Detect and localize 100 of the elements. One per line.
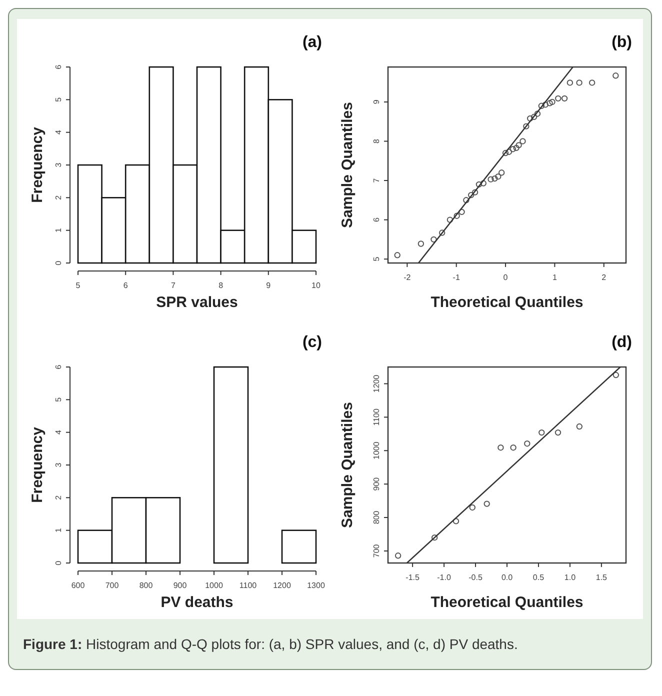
- x-tick-label: 8: [218, 281, 224, 290]
- chart-title: (b): [612, 34, 632, 51]
- y-tick-label: 6: [372, 217, 381, 222]
- point: [576, 80, 582, 86]
- text: Histogram and Q-Q plots for: (a, b) SPR values, and (c, d) PV deaths.: [86, 636, 518, 652]
- x-tick-label: 600: [71, 581, 86, 590]
- point: [495, 173, 502, 180]
- x-axis-title: Theoretical Quantiles: [430, 594, 584, 611]
- y-tick-label: 2: [54, 494, 63, 500]
- x-tick-label: -1.0: [437, 573, 452, 582]
- point: [446, 216, 454, 223]
- point: [469, 504, 476, 511]
- point: [394, 252, 400, 258]
- point: [468, 192, 474, 198]
- x-tick-label: 1200: [273, 581, 292, 590]
- y-tick-label: 8: [372, 138, 381, 144]
- x-tick-label: 9: [266, 281, 272, 290]
- point: [463, 197, 470, 204]
- y-tick-label: 5: [372, 256, 381, 262]
- point: [534, 110, 541, 117]
- point: [530, 114, 538, 120]
- x-tick-label: 700: [105, 581, 120, 590]
- point: [476, 181, 482, 188]
- point: [523, 123, 530, 130]
- y-tick-label: 7: [372, 178, 381, 183]
- x-tick-label: -1: [452, 273, 460, 282]
- point: [546, 100, 553, 106]
- y-tick-label: 800: [372, 510, 381, 524]
- point: [480, 180, 486, 186]
- y-tick-label: 5: [54, 96, 63, 102]
- x-tick-label: -1.5: [406, 573, 420, 582]
- y-tick-label: 3: [54, 162, 63, 168]
- x-tick-label: 6: [123, 281, 128, 290]
- point: [430, 236, 437, 243]
- x-tick-label: 0: [503, 273, 508, 282]
- y-axis-title: Frequency: [29, 426, 46, 503]
- chart-title: (d): [612, 334, 632, 351]
- y-tick-label: 9: [372, 99, 381, 104]
- y-axis-title: Frequency: [29, 126, 46, 203]
- x-tick-label: 5: [76, 281, 81, 290]
- x-tick-label: 7: [170, 281, 176, 290]
- x-tick-label: 1300: [307, 581, 326, 590]
- y-tick-label: 1: [54, 528, 63, 533]
- y-tick-label: 3: [54, 462, 63, 468]
- point: [520, 138, 526, 144]
- point: [538, 102, 545, 109]
- point: [554, 429, 562, 436]
- point: [394, 552, 402, 559]
- point: [506, 148, 512, 155]
- y-axis-title: Sample Quantiles: [339, 102, 356, 228]
- y-axis-title: Sample Quantiles: [339, 402, 356, 528]
- y-tick-label: 700: [372, 544, 381, 558]
- point: [588, 80, 596, 86]
- point: [438, 230, 446, 236]
- x-tick-label: 900: [173, 581, 188, 590]
- point: [510, 146, 516, 152]
- point: [488, 176, 494, 182]
- y-tick-label: 1200: [372, 374, 381, 393]
- point: [454, 212, 460, 219]
- point: [612, 72, 619, 79]
- point: [549, 98, 556, 106]
- y-tick-label: 4: [54, 430, 63, 435]
- x-tick-label: 2: [602, 273, 607, 282]
- point: [472, 189, 478, 196]
- point: [566, 80, 574, 86]
- y-tick-label: 900: [372, 476, 381, 491]
- x-tick-label: 0.5: [532, 573, 545, 582]
- point: [492, 175, 498, 182]
- x-tick-label: 800: [139, 581, 154, 590]
- point: [542, 102, 548, 108]
- x-axis-title: SPR values: [156, 294, 238, 311]
- point: [576, 423, 583, 430]
- point: [452, 518, 460, 524]
- y-tick-label: 1100: [372, 408, 381, 426]
- point: [516, 142, 522, 148]
- y-tick-label: 1000: [372, 441, 381, 460]
- y-tick-label: 0: [54, 560, 63, 566]
- x-tick-label: -0.5: [468, 573, 483, 582]
- x-tick-label: 1: [552, 273, 558, 282]
- point: [431, 534, 438, 541]
- point: [498, 170, 505, 176]
- x-tick-label: 1100: [239, 581, 258, 590]
- x-tick-label: 0.0: [501, 573, 514, 582]
- point: [538, 429, 545, 436]
- point: [418, 240, 424, 247]
- y-tick-label: 4: [54, 130, 63, 135]
- y-tick-label: 0: [54, 260, 63, 266]
- point: [484, 500, 490, 507]
- chart-title: (c): [302, 334, 322, 351]
- x-tick-label: 1.5: [596, 573, 608, 582]
- point: [510, 444, 516, 451]
- y-tick-label: 6: [54, 364, 63, 370]
- point: [458, 208, 465, 216]
- x-axis-title: Theoretical Quantiles: [430, 294, 584, 311]
- point: [527, 115, 534, 122]
- point: [513, 144, 520, 152]
- y-tick-label: 5: [54, 396, 63, 402]
- x-tick-label: -2: [404, 273, 412, 282]
- point: [498, 444, 504, 451]
- point: [561, 95, 568, 102]
